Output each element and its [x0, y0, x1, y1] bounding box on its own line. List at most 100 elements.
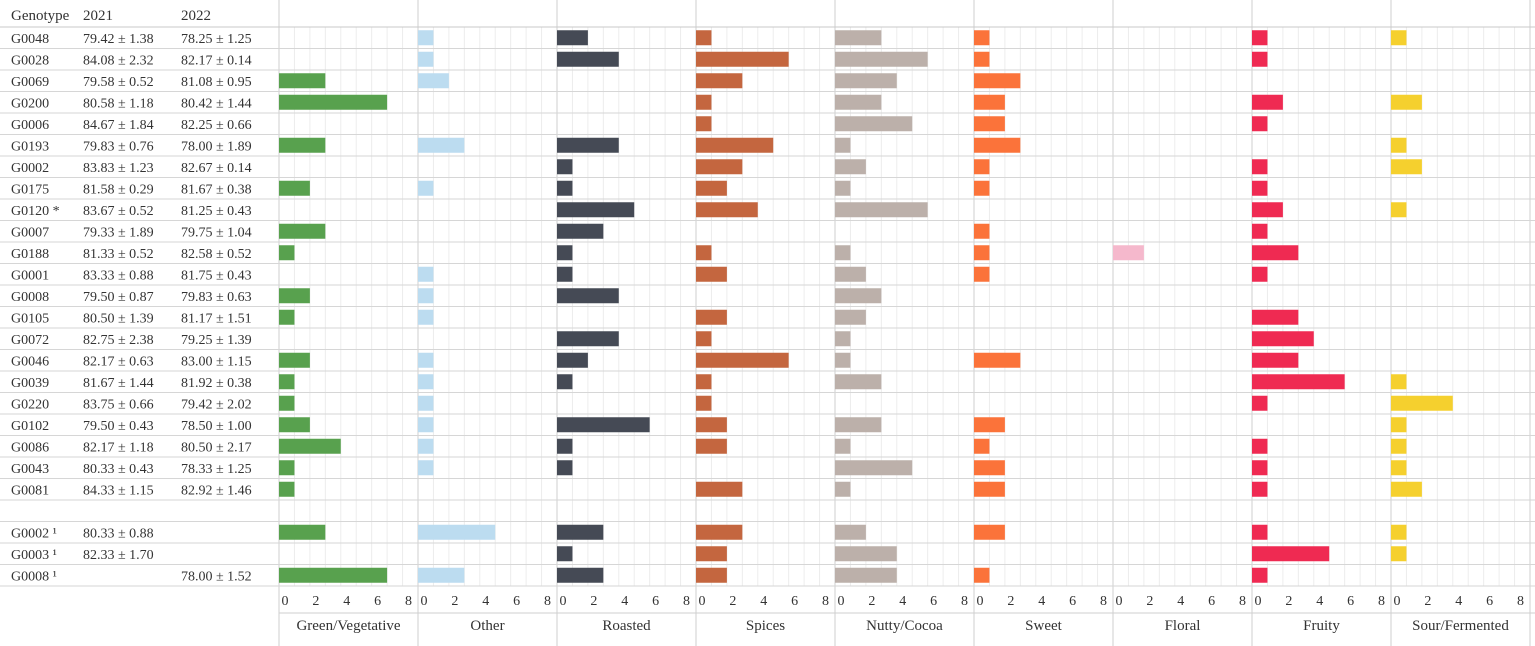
category-label: Roasted: [602, 618, 651, 634]
x-tick-label: 2: [1146, 594, 1153, 609]
score-2021: 82.75 ± 2.38: [83, 333, 154, 348]
bar-spices: [696, 417, 727, 433]
bar-sour-fermented: [1391, 137, 1407, 153]
score-2022: 82.67 ± 0.14: [181, 161, 252, 176]
bar-fruity: [1252, 159, 1268, 175]
x-tick-label: 2: [1007, 594, 1014, 609]
bar-nutty-cocoa: [835, 331, 851, 347]
bar-roasted: [557, 159, 573, 175]
score-2021: 83.83 ± 1.23: [83, 161, 154, 176]
x-tick-label: 8: [1378, 594, 1385, 609]
x-tick-label: 6: [1486, 594, 1493, 609]
bar-spices: [696, 309, 727, 325]
score-2021: 83.67 ± 0.52: [83, 204, 154, 219]
genotype-label: G0008: [11, 290, 49, 305]
bar-other: [418, 309, 434, 325]
bar-sour-fermented: [1391, 202, 1407, 218]
score-2022: 79.42 ± 2.02: [181, 397, 252, 412]
x-tick-label: 6: [652, 594, 659, 609]
score-2022: 78.25 ± 1.25: [181, 32, 252, 47]
score-2022: 79.83 ± 0.63: [181, 290, 252, 305]
bar-sour-fermented: [1391, 30, 1407, 46]
bar-spices: [696, 137, 774, 153]
bar-spices: [696, 202, 758, 218]
x-tick-label: 0: [1394, 594, 1401, 609]
bar-sour-fermented: [1391, 417, 1407, 433]
bar-nutty-cocoa: [835, 374, 882, 390]
bar-green-vegetative: [279, 94, 388, 110]
bar-sour-fermented: [1391, 460, 1407, 476]
bar-sour-fermented: [1391, 438, 1407, 454]
genotype-label: G0046: [11, 354, 49, 369]
x-tick-label: 6: [930, 594, 937, 609]
bar-roasted: [557, 438, 573, 454]
genotype-label: G0120 *: [11, 204, 60, 219]
score-2021: 82.17 ± 1.18: [83, 440, 154, 455]
score-2022: 78.00 ± 1.89: [181, 139, 252, 154]
genotype-label: G0048: [11, 32, 49, 47]
bar-nutty-cocoa: [835, 481, 851, 497]
bar-other: [418, 417, 434, 433]
score-2022: 82.92 ± 1.46: [181, 483, 252, 498]
bar-roasted: [557, 417, 650, 433]
bar-nutty-cocoa: [835, 116, 913, 132]
bar-other: [418, 374, 434, 390]
x-tick-label: 6: [1069, 594, 1076, 609]
bar-other: [418, 438, 434, 454]
bar-green-vegetative: [279, 395, 295, 411]
score-2022: 81.25 ± 0.43: [181, 204, 252, 219]
score-2022: 81.92 ± 0.38: [181, 376, 252, 391]
x-tick-label: 4: [621, 594, 628, 609]
bar-green-vegetative: [279, 567, 388, 583]
x-tick-label: 2: [312, 594, 319, 609]
x-tick-label: 0: [977, 594, 984, 609]
score-2022: 79.25 ± 1.39: [181, 333, 252, 348]
score-2021: 79.83 ± 0.76: [83, 139, 154, 154]
genotype-label: G0002 ¹: [11, 526, 57, 541]
category-label: Sour/Fermented: [1412, 618, 1509, 634]
bar-sour-fermented: [1391, 94, 1422, 110]
bar-other: [418, 180, 434, 196]
bar-sweet: [974, 266, 990, 282]
bar-fruity: [1252, 180, 1268, 196]
bar-spices: [696, 374, 712, 390]
x-tick-label: 2: [868, 594, 875, 609]
bar-spices: [696, 546, 727, 562]
bar-nutty-cocoa: [835, 438, 851, 454]
bar-fruity: [1252, 331, 1314, 347]
bar-nutty-cocoa: [835, 417, 882, 433]
bar-nutty-cocoa: [835, 460, 913, 476]
bar-nutty-cocoa: [835, 546, 897, 562]
bar-fruity: [1252, 460, 1268, 476]
genotype-label: G0220: [11, 397, 49, 412]
genotype-label: G0006: [11, 118, 49, 133]
bar-fruity: [1252, 30, 1268, 46]
score-2022: 80.50 ± 2.17: [181, 440, 252, 455]
bar-nutty-cocoa: [835, 266, 866, 282]
bar-sweet: [974, 460, 1005, 476]
category-label: Nutty/Cocoa: [866, 618, 943, 634]
bar-nutty-cocoa: [835, 137, 851, 153]
bar-roasted: [557, 460, 573, 476]
bar-sweet: [974, 567, 990, 583]
score-2022: 78.00 ± 1.52: [181, 569, 252, 584]
bar-nutty-cocoa: [835, 202, 928, 218]
score-2022: 81.08 ± 0.95: [181, 75, 252, 90]
bar-nutty-cocoa: [835, 51, 928, 67]
bar-spices: [696, 94, 712, 110]
x-tick-label: 8: [544, 594, 551, 609]
x-tick-label: 6: [1347, 594, 1354, 609]
score-2021: 81.58 ± 0.29: [83, 182, 154, 197]
bar-roasted: [557, 51, 619, 67]
score-2021: 82.17 ± 0.63: [83, 354, 154, 369]
score-2021: 82.33 ± 1.70: [83, 548, 154, 563]
bar-sweet: [974, 94, 1005, 110]
bar-fruity: [1252, 374, 1345, 390]
score-2022: 81.17 ± 1.51: [181, 311, 252, 326]
x-tick-label: 0: [560, 594, 567, 609]
bar-fruity: [1252, 202, 1283, 218]
bar-green-vegetative: [279, 309, 295, 325]
bar-sweet: [974, 481, 1005, 497]
header-2022: 2022: [181, 8, 211, 24]
